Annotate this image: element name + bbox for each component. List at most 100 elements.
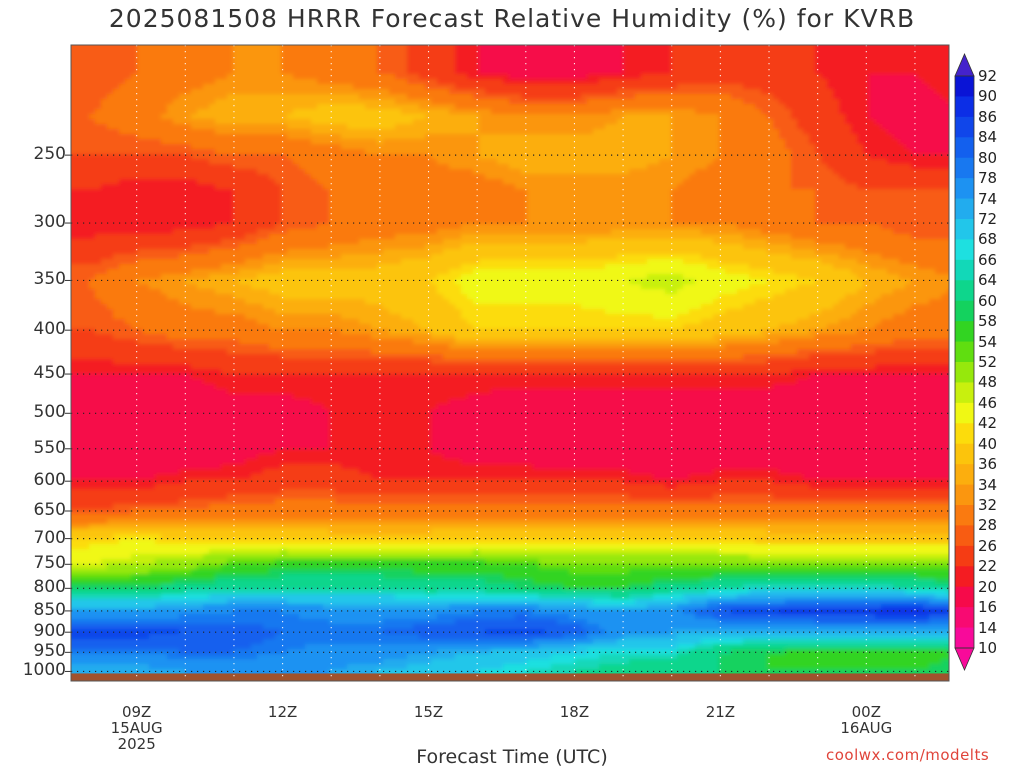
colorbar-label: 22 — [978, 557, 998, 576]
colorbar-label: 74 — [978, 189, 998, 208]
x-axis-title: Forecast Time (UTC) — [416, 746, 608, 768]
x-tick-label: 00Z 16AUG — [826, 704, 906, 736]
colorbar-bin — [955, 464, 974, 485]
y-tick-label: 900 — [33, 621, 66, 642]
colorbar-bin — [955, 423, 974, 445]
x-tick-line: 21Z — [705, 703, 736, 721]
colorbar-bin — [955, 178, 974, 199]
colorbar-label: 20 — [978, 577, 998, 596]
x-tick-line: 00Z — [851, 703, 881, 721]
y-tick-label: 1000 — [22, 660, 66, 681]
colorbar-bin — [955, 259, 974, 281]
colorbar-label: 40 — [978, 434, 998, 453]
colorbar-label: 32 — [978, 496, 998, 514]
colorbar-label: 54 — [978, 332, 998, 351]
colorbar-label: 46 — [978, 393, 998, 412]
x-tick-line: 15Z — [413, 703, 444, 721]
colorbar-max-arrow — [954, 52, 975, 77]
x-tick-label: 12Z — [243, 704, 323, 720]
source-credit: coolwx.com/modelts — [826, 746, 990, 764]
colorbar-bin — [955, 198, 974, 220]
colorbar-bin — [955, 586, 974, 608]
colorbar-label: 90 — [978, 87, 998, 106]
colorbar-label: 48 — [978, 373, 998, 392]
colorbar-bin — [955, 443, 974, 465]
colorbar-label: 64 — [978, 271, 998, 290]
colorbar-label: 68 — [978, 230, 998, 249]
colorbar-bin — [955, 607, 974, 628]
colorbar-bin — [955, 545, 974, 567]
y-tick-label: 500 — [33, 402, 66, 423]
colorbar-border — [954, 75, 975, 649]
y-tick-label: 300 — [33, 212, 66, 233]
y-tick-label: 750 — [33, 553, 66, 574]
colorbar-bin — [955, 137, 974, 159]
colorbar-label: 92 — [978, 67, 998, 85]
colorbar-label: 58 — [978, 312, 998, 331]
colorbar-bin — [955, 402, 974, 424]
y-tick-label: 450 — [33, 363, 66, 384]
colorbar-bin — [955, 219, 974, 240]
y-tick-label: 850 — [33, 599, 66, 620]
colorbar — [954, 52, 975, 672]
colorbar-bin — [955, 157, 974, 179]
colorbar-min-arrow — [954, 647, 975, 672]
x-tick-label: 21Z — [680, 704, 760, 720]
y-tick-label: 350 — [33, 269, 66, 290]
colorbar-bin — [955, 341, 974, 363]
colorbar-label: 80 — [978, 148, 998, 167]
y-tick-label: 950 — [33, 641, 66, 662]
colorbar-label: 52 — [978, 353, 998, 371]
colorbar-label: 72 — [978, 210, 998, 228]
x-tick-line: 2025 — [117, 735, 156, 753]
colorbar-label: 84 — [978, 128, 998, 147]
colorbar-label: 66 — [978, 250, 998, 269]
y-tick-label: 600 — [33, 470, 66, 491]
colorbar-bin — [955, 239, 974, 261]
y-tick-label: 800 — [33, 577, 66, 598]
colorbar-bin — [955, 321, 974, 342]
colorbar-label: 10 — [978, 639, 998, 657]
colorbar-bin — [955, 76, 974, 97]
terrain-strip — [71, 673, 949, 681]
colorbar-bin — [955, 566, 974, 588]
colorbar-bin — [955, 525, 974, 547]
colorbar-bin — [955, 627, 974, 649]
colorbar-bin — [955, 362, 974, 383]
colorbar-label: 60 — [978, 291, 998, 310]
y-tick-label: 400 — [33, 319, 66, 340]
x-tick-line: 09Z — [121, 703, 152, 721]
x-tick-label: 15Z — [389, 704, 469, 720]
colorbar-label: 14 — [978, 618, 998, 637]
x-tick-line: 16AUG — [840, 719, 893, 737]
colorbar-bin — [955, 280, 974, 302]
colorbar-bin — [955, 116, 974, 138]
colorbar-label: 42 — [978, 414, 998, 433]
colorbar-bin — [955, 96, 974, 118]
colorbar-label: 36 — [978, 455, 998, 474]
plot-border — [70, 44, 950, 682]
x-tick-line: 18Z — [559, 703, 590, 721]
colorbar-label: 16 — [978, 598, 998, 617]
y-tick-label: 650 — [33, 500, 66, 520]
colorbar-label: 78 — [978, 169, 998, 188]
chart-title: 2025081508 HRRR Forecast Relative Humidi… — [108, 4, 916, 33]
colorbar-label: 34 — [978, 475, 998, 494]
y-tick-label: 550 — [33, 437, 66, 458]
colorbar-bin — [955, 382, 974, 404]
x-tick-label: 09Z 15AUG 2025 — [97, 704, 177, 752]
y-tick-label: 250 — [33, 144, 66, 165]
x-tick-line: 12Z — [267, 703, 298, 721]
colorbar-label: 28 — [978, 516, 998, 535]
grid-lines — [65, 45, 949, 681]
colorbar-label: 86 — [978, 107, 998, 126]
colorbar-bin — [955, 505, 974, 526]
plot-frame — [70, 44, 950, 682]
humidity-field — [71, 45, 949, 681]
colorbar-bin — [955, 300, 974, 322]
x-tick-label: 18Z — [534, 704, 614, 720]
colorbar-bin — [955, 484, 974, 506]
y-tick-label: 700 — [33, 527, 66, 548]
colorbar-label: 26 — [978, 536, 998, 555]
